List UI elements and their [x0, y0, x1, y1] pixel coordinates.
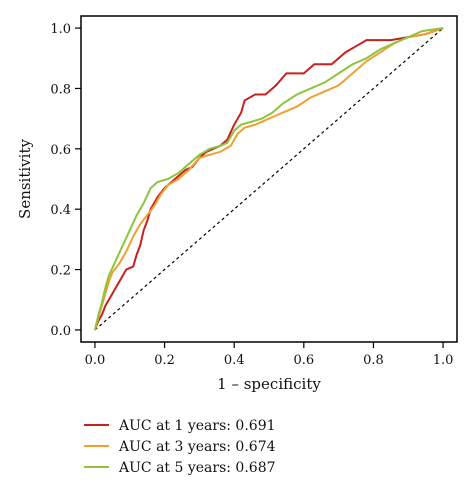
y-tick-label: 0.0: [50, 324, 71, 339]
x-tick-label: 0.8: [363, 353, 384, 368]
series-line-2: [93, 27, 444, 331]
x-tick-label: 0.4: [224, 353, 245, 368]
legend-label-2: AUC at 3 years: 0.674: [118, 439, 276, 455]
plot-frame: [80, 15, 458, 343]
x-tick-label: 0.0: [85, 353, 106, 368]
x-axis-title: 1 – specificity: [217, 375, 321, 393]
y-tick-label: 1.0: [50, 22, 71, 37]
x-tick-label: 0.2: [154, 353, 175, 368]
x-tick-label: 1.0: [433, 353, 454, 368]
y-tick-label: 0.8: [50, 82, 71, 97]
legend: AUC at 1 years: 0.691 AUC at 3 years: 0.6…: [84, 418, 276, 476]
y-tick-label: 0.6: [50, 143, 71, 158]
axes: 0.0 0.2 0.4 0.6 0.8 1.0 0.0 0.2 0.4 0.6 0.8 1.0: [50, 15, 458, 368]
y-tick-label: 0.4: [50, 203, 71, 218]
x-tick-label: 0.6: [293, 353, 314, 368]
legend-label-1: AUC at 1 years: 0.691: [118, 418, 276, 434]
reference-diagonal-line: [94, 27, 444, 331]
y-axis-title: Sensitivity: [16, 139, 34, 219]
plot-area: [93, 27, 444, 331]
legend-label-3: AUC at 5 years: 0.687: [118, 460, 276, 476]
series-line-3: [93, 27, 444, 331]
y-tick-label: 0.2: [50, 264, 71, 279]
